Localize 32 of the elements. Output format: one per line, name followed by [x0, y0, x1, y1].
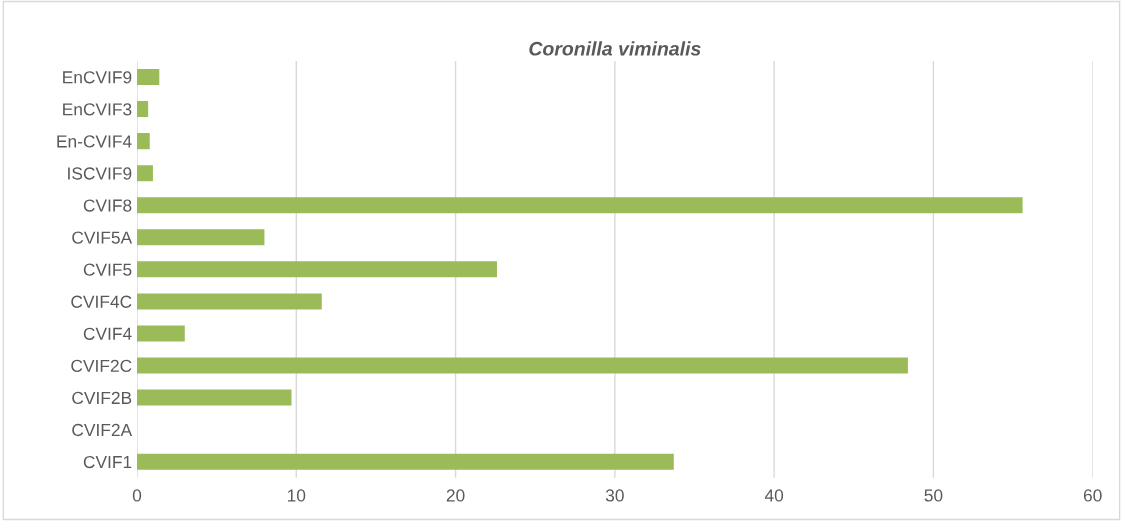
y-tick-label: CVIF5	[83, 263, 132, 276]
y-tick-label: ISCVIF9	[68, 167, 132, 180]
bar	[137, 261, 497, 278]
x-tick-label: 50	[924, 489, 943, 502]
bar	[137, 197, 1023, 214]
x-tick-label: 10	[287, 489, 306, 502]
chart-title: Coronilla viminalis	[529, 41, 701, 56]
y-tick-label: EnCVIF9	[63, 71, 132, 84]
y-tick-label: CVIF2C	[71, 359, 132, 372]
bar	[137, 133, 150, 150]
x-tick-label: 30	[605, 489, 624, 502]
y-tick-label: En-CVIF4	[57, 135, 132, 148]
bar	[137, 453, 674, 470]
x-tick-label: 20	[446, 489, 465, 502]
y-tick-label: CVIF2A	[72, 423, 133, 437]
bar	[137, 325, 185, 342]
y-tick-label: CVIF1	[83, 455, 132, 469]
y-tick-label: CVIF5A	[72, 231, 133, 244]
y-tick-label: CVIF4	[83, 327, 132, 340]
bar	[137, 357, 908, 374]
y-tick-label: CVIF2B	[72, 391, 132, 405]
x-tick-label: 60	[1083, 489, 1102, 502]
y-tick-label: CVIF4C	[71, 295, 132, 308]
bar	[137, 389, 292, 406]
bar	[137, 229, 265, 246]
x-tick-label: 40	[764, 489, 784, 502]
bar	[137, 293, 322, 310]
bar	[137, 165, 153, 182]
y-tick-label: EnCVIF3	[63, 103, 132, 116]
bar	[137, 68, 160, 85]
y-tick-label: CVIF8	[83, 199, 132, 212]
x-tick-label: 0	[132, 489, 142, 502]
